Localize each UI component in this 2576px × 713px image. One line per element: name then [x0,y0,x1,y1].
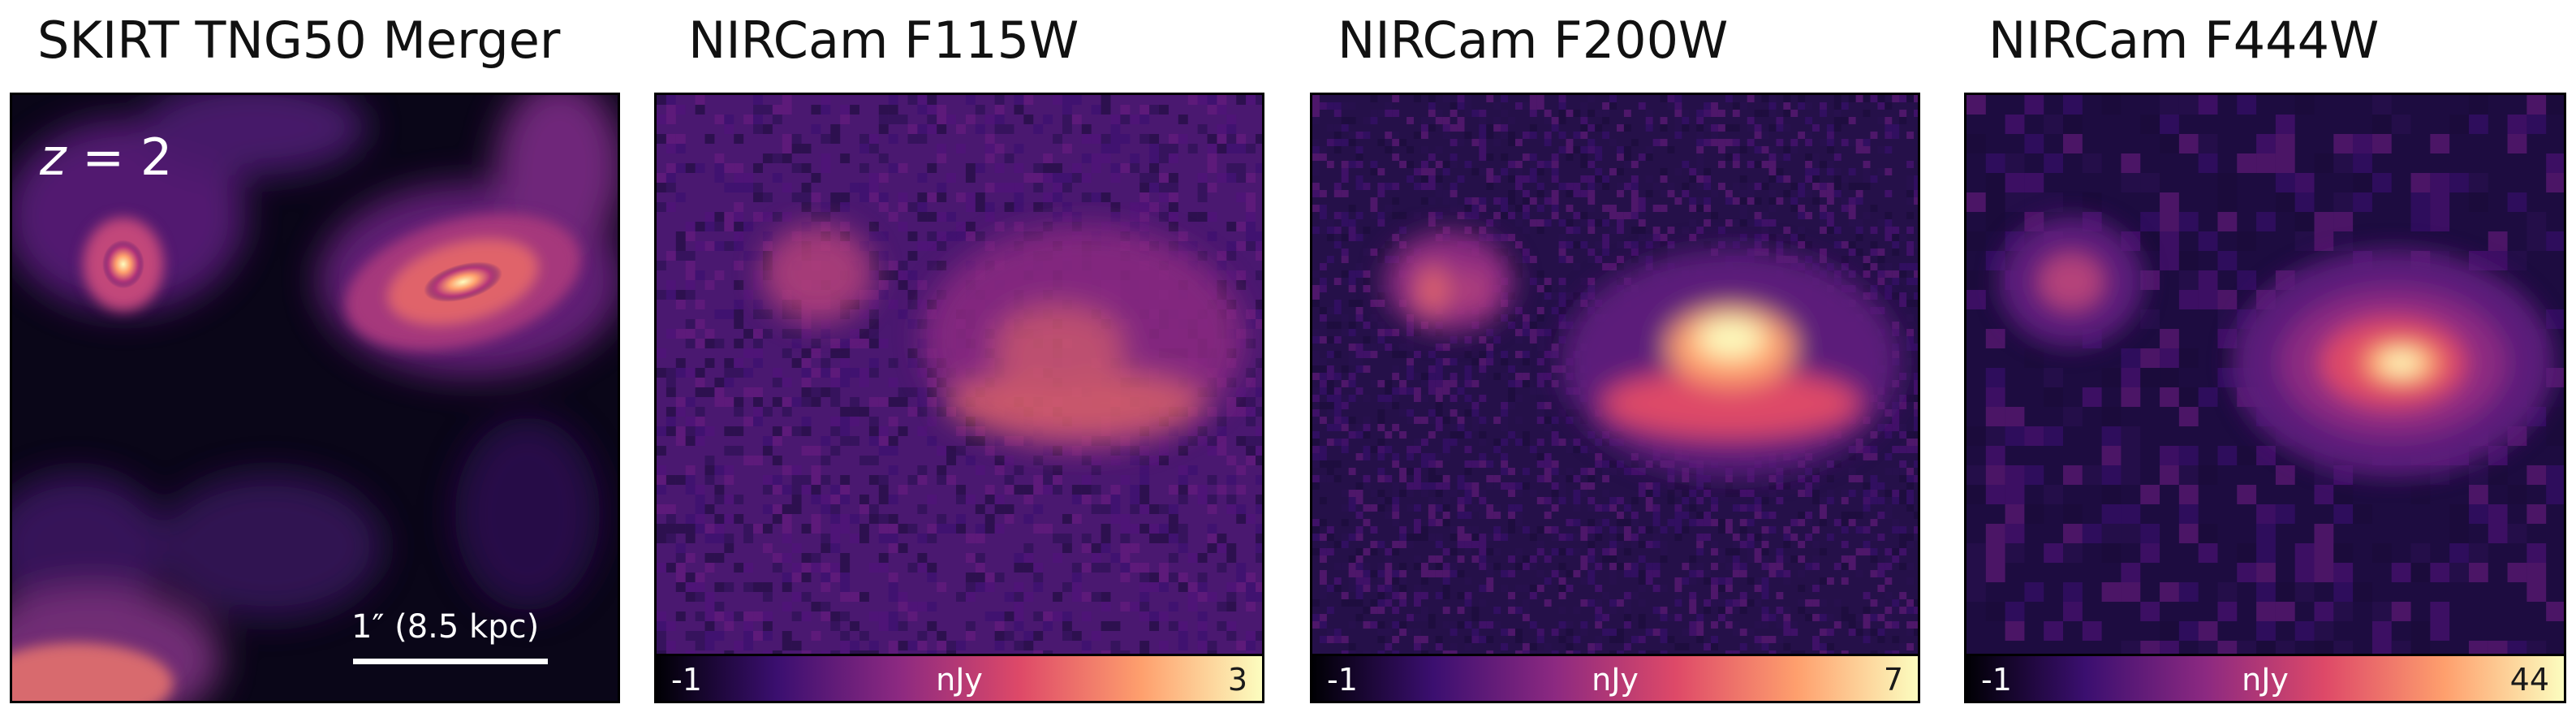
f444w-colorbar: -1 nJy 44 [1966,654,2564,701]
f115w-image [657,95,1262,659]
f115w-colorbar: -1 nJy 3 [657,654,1262,701]
colorbar-min: -1 [671,662,702,698]
simulation-image-panel: z = 2 1″ (8.5 kpc) [10,93,620,703]
colorbar-unit: nJy [2242,662,2289,698]
panel-title-f444w: NIRCam F444W [1988,11,2380,70]
simulation-image [12,95,618,701]
f200w-image-panel: -1 nJy 7 [1310,93,1920,703]
colorbar-max: 44 [2509,662,2549,698]
panel-title-f200w: NIRCam F200W [1338,11,1729,70]
scale-bar-label: 1″ (8.5 kpc) [351,608,540,646]
redshift-label: z = 2 [40,127,173,187]
f200w-image [1312,95,1918,659]
f444w-image [1966,95,2564,659]
panel-title-f115w: NIRCam F115W [688,11,1079,70]
f444w-image-panel: -1 nJy 44 [1964,93,2566,703]
scale-bar [353,659,548,664]
f115w-image-panel: -1 nJy 3 [654,93,1264,703]
colorbar-max: 3 [1227,662,1247,698]
colorbar-min: -1 [1327,662,1358,698]
panel-title-simulation: SKIRT TNG50 Merger [37,11,561,70]
colorbar-unit: nJy [936,662,983,698]
colorbar-max: 7 [1883,662,1903,698]
colorbar-unit: nJy [1592,662,1639,698]
f200w-colorbar: -1 nJy 7 [1312,654,1918,701]
colorbar-min: -1 [1981,662,2012,698]
